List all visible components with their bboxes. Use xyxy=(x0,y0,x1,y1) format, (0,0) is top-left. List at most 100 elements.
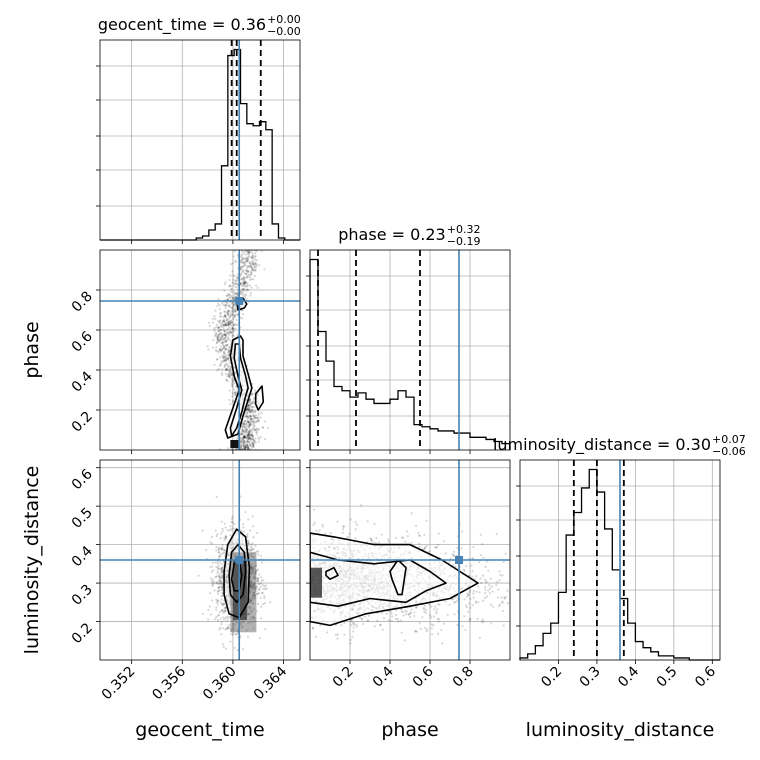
sample-point xyxy=(252,556,255,559)
sample-point xyxy=(231,392,234,395)
sample-point xyxy=(225,344,228,347)
sample-point xyxy=(244,445,248,448)
sample-point xyxy=(219,617,222,621)
sample-point xyxy=(219,362,223,365)
sample-point xyxy=(236,434,239,438)
sample-point xyxy=(224,617,227,620)
sample-point xyxy=(245,268,248,271)
sample-point xyxy=(255,431,258,434)
sample-point xyxy=(215,545,218,549)
sample-point xyxy=(436,608,439,611)
sample-point xyxy=(217,350,221,353)
sample-point xyxy=(233,315,237,319)
sample-point xyxy=(223,539,226,542)
sample-point xyxy=(424,608,428,612)
sample-point xyxy=(242,436,246,439)
sample-point xyxy=(249,415,252,418)
sample-point xyxy=(336,633,339,636)
sample-point xyxy=(264,587,267,591)
sample-point xyxy=(211,583,214,586)
sample-point xyxy=(219,356,222,359)
sample-point xyxy=(242,621,245,624)
sample-point xyxy=(217,579,220,582)
sample-point xyxy=(250,268,254,271)
sample-point xyxy=(242,435,246,439)
sample-point xyxy=(232,297,235,301)
sample-point xyxy=(249,561,252,564)
sample-point xyxy=(220,568,223,571)
sample-point xyxy=(247,438,250,441)
sample-point xyxy=(224,323,227,326)
sample-point xyxy=(243,447,247,450)
phase-ytick-label: 0.8 xyxy=(69,289,96,316)
sample-point xyxy=(221,547,224,550)
sample-point xyxy=(255,420,258,424)
sample-point xyxy=(240,290,243,294)
sample-point xyxy=(472,592,475,595)
sample-point xyxy=(253,582,256,585)
sample-point xyxy=(389,610,392,613)
sample-point xyxy=(253,586,256,589)
sample-point xyxy=(243,435,246,438)
sample-point xyxy=(217,567,220,570)
sample-point xyxy=(218,321,221,324)
sample-point xyxy=(226,294,229,297)
sample-point xyxy=(230,331,233,335)
sample-point xyxy=(247,404,250,407)
sample-point xyxy=(221,368,224,371)
sample-point xyxy=(248,612,251,616)
sample-point xyxy=(223,359,226,362)
sample-point xyxy=(430,623,433,626)
sample-point xyxy=(251,402,254,405)
sample-point xyxy=(246,404,249,408)
sample-point xyxy=(248,435,252,438)
panel-luminosity-distance-vs-geocent-time-contour-line xyxy=(230,559,243,592)
sample-point xyxy=(255,258,258,262)
sample-point xyxy=(246,285,249,288)
sample-point xyxy=(248,429,251,433)
sample-point xyxy=(360,504,363,507)
sample-point xyxy=(435,610,438,613)
sample-point xyxy=(226,368,229,372)
sample-point xyxy=(260,250,263,253)
sample-point xyxy=(453,613,456,616)
sample-point xyxy=(258,264,261,267)
sample-point xyxy=(385,612,388,615)
sample-point xyxy=(244,436,247,439)
sample-point xyxy=(249,437,253,441)
sample-point xyxy=(243,439,246,443)
sample-point xyxy=(227,615,230,619)
sample-point xyxy=(213,327,216,330)
sample-point xyxy=(217,335,220,338)
sample-point xyxy=(259,416,262,419)
sample-point xyxy=(220,576,224,580)
sample-point xyxy=(318,529,321,532)
sample-point xyxy=(246,418,249,421)
sample-point xyxy=(250,429,253,432)
sample-point xyxy=(207,321,211,324)
sample-point xyxy=(215,581,218,584)
sample-point xyxy=(342,525,345,528)
sample-point xyxy=(251,252,254,255)
sample-point xyxy=(498,570,501,573)
sample-point xyxy=(465,565,468,568)
sample-point xyxy=(246,439,249,443)
sample-point xyxy=(255,262,258,265)
sample-point xyxy=(466,592,469,595)
sample-point xyxy=(244,419,247,423)
sample-point xyxy=(534,584,536,586)
sample-point xyxy=(249,398,252,401)
sample-point xyxy=(240,277,243,280)
sample-point xyxy=(244,430,248,433)
sample-point xyxy=(234,309,237,312)
sample-point xyxy=(249,417,252,420)
title-minus-error: −0.06 xyxy=(712,445,746,458)
sample-point xyxy=(248,404,251,407)
sample-point xyxy=(253,265,256,268)
sample-point xyxy=(215,606,218,609)
sample-point xyxy=(249,606,252,609)
sample-point xyxy=(227,332,230,335)
sample-point xyxy=(218,335,221,339)
sample-point xyxy=(242,257,245,260)
sample-point xyxy=(236,283,239,286)
